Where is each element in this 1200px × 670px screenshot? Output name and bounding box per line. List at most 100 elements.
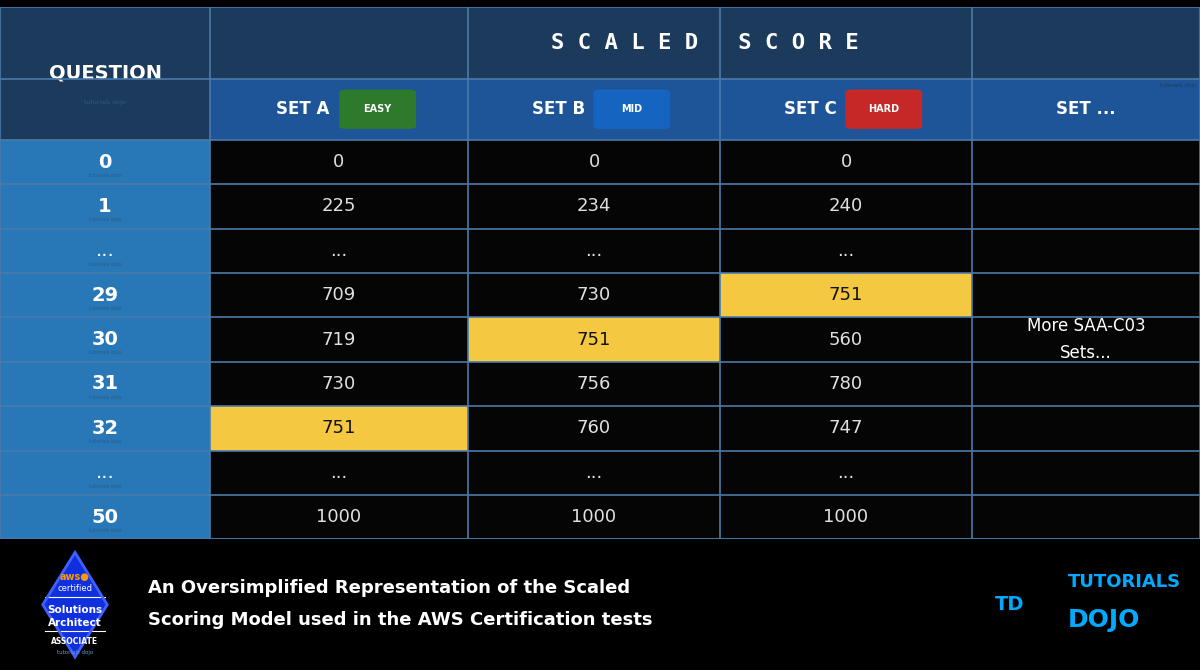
- Text: SET C: SET C: [785, 100, 838, 118]
- Bar: [720, 450, 972, 495]
- Text: tutorials dojo: tutorials dojo: [89, 484, 121, 488]
- Text: tutorials dojo: tutorials dojo: [89, 350, 121, 355]
- Bar: [0, 228, 210, 273]
- Bar: [972, 450, 1200, 495]
- Text: tutorials dojo: tutorials dojo: [89, 395, 121, 400]
- Bar: [0, 318, 210, 362]
- Text: 751: 751: [322, 419, 356, 438]
- Bar: [210, 273, 468, 318]
- Text: 29: 29: [91, 285, 119, 305]
- Bar: [972, 406, 1200, 450]
- Bar: [720, 184, 972, 228]
- Bar: [720, 495, 972, 539]
- Bar: [720, 362, 972, 406]
- Bar: [468, 318, 720, 362]
- Text: DOJO: DOJO: [1068, 608, 1140, 632]
- Bar: [972, 318, 1200, 362]
- Bar: [210, 7, 1200, 78]
- Text: SET B: SET B: [532, 100, 586, 118]
- Text: 751: 751: [577, 330, 611, 348]
- Text: Solutions: Solutions: [48, 605, 102, 614]
- Text: tutorials dojo: tutorials dojo: [84, 100, 126, 105]
- Text: 50: 50: [91, 508, 119, 527]
- Text: 719: 719: [322, 330, 356, 348]
- Bar: [210, 184, 468, 228]
- Bar: [468, 273, 720, 318]
- Bar: [0, 184, 210, 228]
- Bar: [210, 318, 468, 362]
- Bar: [972, 78, 1200, 140]
- Bar: [210, 78, 468, 140]
- Text: An Oversimplified Representation of the Scaled: An Oversimplified Representation of the …: [148, 579, 630, 596]
- Text: 0: 0: [588, 153, 600, 171]
- Bar: [0, 140, 210, 184]
- Bar: [468, 450, 720, 495]
- FancyBboxPatch shape: [593, 90, 671, 129]
- Text: S C A L E D   S C O R E: S C A L E D S C O R E: [551, 33, 859, 53]
- Bar: [210, 140, 468, 184]
- Text: tutorials dojo: tutorials dojo: [89, 173, 121, 178]
- Text: 0: 0: [840, 153, 852, 171]
- Text: 751: 751: [829, 286, 863, 304]
- Bar: [720, 140, 972, 184]
- Polygon shape: [43, 552, 107, 657]
- Bar: [468, 78, 720, 140]
- Text: HARD: HARD: [869, 105, 899, 115]
- Text: SET A: SET A: [276, 100, 330, 118]
- Text: tutorials dojo: tutorials dojo: [89, 528, 121, 533]
- Text: 756: 756: [577, 375, 611, 393]
- Text: ...: ...: [586, 242, 602, 260]
- Bar: [972, 228, 1200, 273]
- Bar: [468, 140, 720, 184]
- Bar: [0, 7, 210, 140]
- Bar: [468, 184, 720, 228]
- Text: 709: 709: [322, 286, 356, 304]
- Text: 225: 225: [322, 198, 356, 216]
- Bar: [972, 495, 1200, 539]
- Bar: [210, 406, 468, 450]
- FancyBboxPatch shape: [845, 90, 922, 129]
- Bar: [468, 362, 720, 406]
- Text: 1000: 1000: [571, 508, 617, 526]
- Text: tutorials dojo: tutorials dojo: [1160, 83, 1196, 88]
- Text: certified: certified: [58, 584, 92, 593]
- Text: More SAA-C03
Sets...: More SAA-C03 Sets...: [1027, 318, 1145, 362]
- Text: EASY: EASY: [364, 105, 392, 115]
- Bar: [972, 140, 1200, 184]
- Text: 780: 780: [829, 375, 863, 393]
- Bar: [0, 406, 210, 450]
- Text: SET ...: SET ...: [1056, 100, 1116, 118]
- Text: ...: ...: [96, 241, 114, 261]
- Text: ...: ...: [96, 463, 114, 482]
- Text: 32: 32: [91, 419, 119, 438]
- Text: 0: 0: [98, 153, 112, 172]
- FancyBboxPatch shape: [340, 90, 416, 129]
- Bar: [0, 450, 210, 495]
- Bar: [720, 318, 972, 362]
- Bar: [720, 406, 972, 450]
- Text: 240: 240: [829, 198, 863, 216]
- Bar: [0, 362, 210, 406]
- Bar: [468, 228, 720, 273]
- Text: 1000: 1000: [823, 508, 869, 526]
- Text: ...: ...: [838, 242, 854, 260]
- Bar: [972, 184, 1200, 228]
- Text: 747: 747: [829, 419, 863, 438]
- Text: ASSOCIATE: ASSOCIATE: [52, 637, 98, 647]
- Bar: [972, 362, 1200, 406]
- Text: ...: ...: [586, 464, 602, 482]
- Bar: [210, 495, 468, 539]
- Bar: [720, 228, 972, 273]
- Text: 30: 30: [91, 330, 119, 349]
- Text: 1000: 1000: [317, 508, 361, 526]
- Bar: [0, 273, 210, 318]
- Text: ...: ...: [838, 464, 854, 482]
- Text: tutorials dojo: tutorials dojo: [56, 651, 94, 655]
- Text: tutorials dojo: tutorials dojo: [89, 306, 121, 311]
- Bar: [210, 362, 468, 406]
- Text: 0: 0: [334, 153, 344, 171]
- Text: Architect: Architect: [48, 618, 102, 628]
- Bar: [210, 228, 468, 273]
- Text: QUESTION: QUESTION: [48, 64, 162, 83]
- Text: aws●: aws●: [60, 572, 90, 582]
